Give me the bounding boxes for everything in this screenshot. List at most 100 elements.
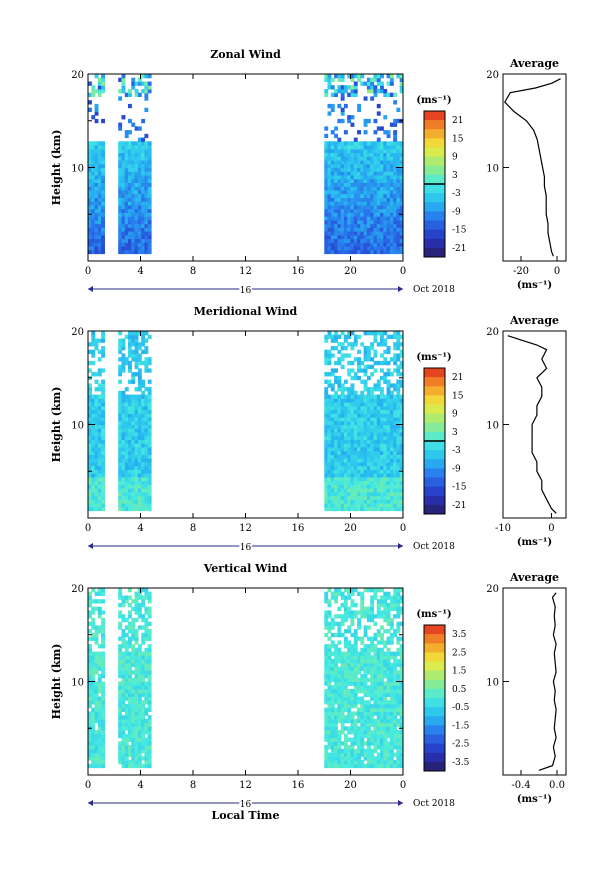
colorbar-band <box>424 129 445 139</box>
heatmap-cell <box>141 733 146 739</box>
heatmap-cell <box>128 160 132 165</box>
heatmap-cell <box>393 760 398 765</box>
heatmap-cell <box>386 666 391 671</box>
heatmap-cell <box>324 420 329 426</box>
heatmap-cell <box>327 610 332 615</box>
heatmap-cell <box>383 760 388 765</box>
heatmap-cell <box>396 763 401 769</box>
heatmap-cell <box>376 506 381 512</box>
heatmap-cell <box>91 662 96 668</box>
heatmap-cell <box>131 219 136 225</box>
heatmap-cell <box>128 476 132 482</box>
heatmap-cell <box>376 81 381 86</box>
heatmap-cell <box>357 591 361 596</box>
heatmap-cell <box>396 733 401 739</box>
heatmap-cell <box>399 242 403 247</box>
heatmap-cell <box>118 145 123 150</box>
heatmap-cell <box>360 242 365 247</box>
heatmap-cell <box>147 730 152 735</box>
heatmap-cell <box>134 461 139 467</box>
heatmap-cell <box>340 685 345 690</box>
heatmap-cell <box>141 677 146 683</box>
heatmap-cell <box>340 707 345 712</box>
heatmap-cell <box>144 450 149 455</box>
heatmap-cell <box>363 480 368 485</box>
heatmap-cell <box>97 491 102 497</box>
heatmap-cell <box>334 219 338 225</box>
heatmap-cell <box>363 417 368 422</box>
heatmap-cell <box>324 372 329 377</box>
heatmap-cell <box>396 458 401 463</box>
heatmap-cell <box>376 745 381 750</box>
x-tick-label: 20 <box>344 266 357 277</box>
heatmap-cell <box>88 383 92 388</box>
heatmap-cell <box>357 756 361 761</box>
heatmap-cell <box>124 499 129 504</box>
heatmap-cell <box>337 711 342 716</box>
heatmap-cell <box>376 666 381 671</box>
heatmap-cell <box>350 331 355 336</box>
heatmap-cell <box>389 454 394 459</box>
heatmap-cell <box>357 621 361 626</box>
heatmap-cell <box>144 647 149 653</box>
heatmap-cell <box>386 249 391 255</box>
heatmap-cell <box>337 499 342 504</box>
heatmap-cell <box>380 145 384 150</box>
heatmap-cell <box>353 454 358 459</box>
heatmap-cell <box>340 651 345 656</box>
heatmap-cell <box>340 603 345 608</box>
heatmap-cell <box>124 465 129 470</box>
day-label: 16 <box>240 800 252 810</box>
heatmap-cell <box>380 659 384 664</box>
heatmap-cell <box>399 81 403 86</box>
heatmap-cell <box>386 752 391 757</box>
colorbar-tick-label: 2.5 <box>452 648 467 658</box>
heatmap-cell <box>144 655 149 660</box>
heatmap-cell <box>327 432 332 437</box>
heatmap-cell <box>121 81 126 86</box>
heatmap-cell <box>363 160 368 165</box>
heatmap-cell <box>94 703 99 709</box>
heatmap-cell <box>147 216 152 221</box>
heatmap-cell <box>399 696 403 701</box>
heatmap-cell <box>337 193 342 198</box>
heatmap-cell <box>347 231 352 236</box>
heatmap-cell <box>121 420 126 426</box>
heatmap-cell <box>94 450 99 455</box>
heatmap-cell <box>101 74 105 79</box>
heatmap-cell <box>380 405 384 411</box>
heatmap-cell <box>337 148 342 154</box>
heatmap-cell <box>131 599 136 604</box>
heatmap-cell <box>399 219 403 225</box>
heatmap-cell <box>134 372 139 377</box>
heatmap-cell <box>357 413 361 418</box>
heatmap-cell <box>389 227 394 232</box>
heatmap-cell <box>399 718 403 724</box>
heatmap-cell <box>340 231 345 236</box>
heatmap-cell <box>91 439 96 444</box>
heatmap-cell <box>363 171 368 176</box>
heatmap-cell <box>131 495 136 500</box>
heatmap-cell <box>327 651 332 656</box>
heatmap-cell <box>360 655 365 660</box>
heatmap-cell <box>360 227 365 232</box>
heatmap-cell <box>340 357 345 362</box>
heatmap-cell <box>363 439 368 444</box>
heatmap-cell <box>330 432 335 437</box>
heatmap-cell <box>340 342 345 347</box>
heatmap-cell <box>363 212 368 217</box>
heatmap-cell <box>88 752 92 757</box>
heatmap-cell <box>386 621 391 626</box>
heatmap-cell <box>373 480 378 485</box>
heatmap-cell <box>376 219 381 225</box>
heatmap-cell <box>347 394 352 399</box>
heatmap-cell <box>376 111 381 116</box>
heatmap-cell <box>144 413 149 418</box>
heatmap-cell <box>389 204 394 210</box>
heatmap-cell <box>330 644 335 649</box>
heatmap-cell <box>343 353 348 358</box>
heatmap-cell <box>137 662 142 668</box>
heatmap-cell <box>324 670 329 675</box>
heatmap-cell <box>370 677 375 683</box>
heatmap-cell <box>330 193 335 198</box>
